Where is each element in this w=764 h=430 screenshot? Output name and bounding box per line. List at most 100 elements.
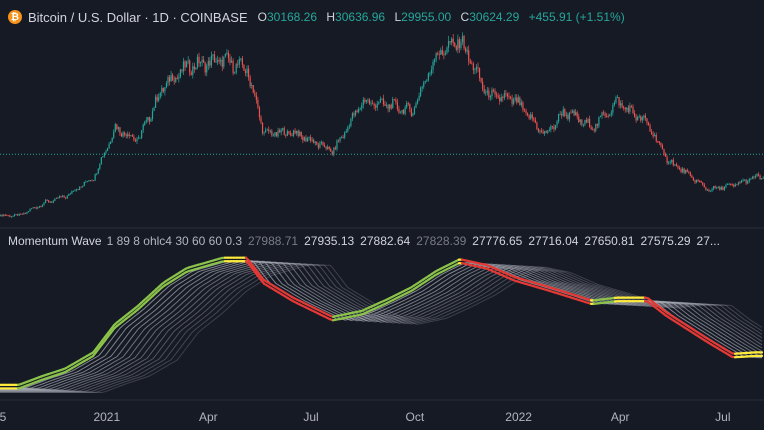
candle <box>294 130 296 134</box>
candle <box>62 195 64 197</box>
candle <box>424 81 426 83</box>
candle <box>44 200 47 203</box>
candle <box>455 46 457 50</box>
candle <box>271 130 273 136</box>
candle <box>602 112 605 114</box>
candle <box>530 114 532 119</box>
high-value: 30636.96 <box>335 10 386 24</box>
low-label: L <box>394 10 402 24</box>
candle <box>102 156 104 158</box>
candle <box>89 180 92 181</box>
candle <box>212 54 214 56</box>
candle <box>567 114 569 120</box>
candle <box>190 72 192 75</box>
candle <box>237 64 239 66</box>
candle <box>226 52 228 54</box>
candle <box>387 105 389 109</box>
candle <box>376 103 378 108</box>
ribbon-line <box>0 262 763 391</box>
ribbon-line <box>0 264 763 393</box>
candle <box>244 70 247 74</box>
indicator-params: 1 89 8 ohlc4 30 60 60 0.3 <box>106 234 243 248</box>
candle <box>325 146 327 149</box>
candle <box>27 211 30 213</box>
candle <box>545 131 547 133</box>
candle <box>40 206 42 208</box>
candle <box>440 50 442 55</box>
candle <box>740 180 743 183</box>
candle <box>75 189 78 191</box>
candle <box>576 112 578 117</box>
candle <box>523 109 526 111</box>
candle <box>103 152 106 157</box>
candle <box>69 193 71 195</box>
candle <box>385 105 388 107</box>
candle <box>753 176 755 178</box>
candle <box>604 113 606 116</box>
candle <box>286 131 288 136</box>
candle <box>124 132 126 135</box>
candle <box>731 184 733 185</box>
candle <box>392 99 394 109</box>
candle <box>136 138 138 142</box>
candle <box>703 184 705 188</box>
candle <box>156 96 158 101</box>
candle <box>310 137 312 141</box>
candle <box>192 66 194 75</box>
candle <box>113 131 115 138</box>
candle <box>482 81 484 89</box>
candle <box>263 132 265 134</box>
candle <box>610 112 612 115</box>
candle <box>330 149 332 152</box>
candle <box>643 115 645 118</box>
candle <box>624 108 626 110</box>
candle <box>223 56 225 67</box>
candle <box>63 195 65 198</box>
candle <box>578 116 580 123</box>
candle <box>437 53 439 55</box>
candle <box>754 175 757 178</box>
candle <box>292 130 295 136</box>
candle <box>268 129 270 132</box>
candle <box>105 150 107 153</box>
candle <box>91 180 93 182</box>
candle <box>415 103 417 108</box>
ohlc-values: O30168.26 H30636.96 L29955.00 C30624.29 … <box>258 10 625 24</box>
candle <box>506 93 509 97</box>
candle <box>60 196 62 198</box>
candle <box>720 187 722 190</box>
candle <box>54 198 56 201</box>
candle <box>759 175 761 180</box>
indicator-name[interactable]: Momentum Wave <box>8 234 102 248</box>
candle <box>463 36 465 49</box>
candle <box>55 197 57 199</box>
candle <box>725 184 727 187</box>
candle <box>142 124 144 131</box>
candle <box>305 137 307 142</box>
candle <box>556 121 558 126</box>
candle <box>86 181 88 183</box>
candle <box>341 137 343 139</box>
symbol-title[interactable]: Bitcoin / U.S. Dollar · 1D · COINBASE <box>28 9 248 25</box>
candle <box>384 104 386 106</box>
candle <box>406 103 408 108</box>
candle <box>13 214 16 216</box>
candle <box>575 112 577 116</box>
candle <box>234 72 236 74</box>
candle <box>708 189 710 191</box>
candle <box>342 137 344 139</box>
candle <box>37 207 39 209</box>
candle <box>251 85 253 87</box>
candle <box>139 137 141 139</box>
candle <box>6 215 8 217</box>
candle <box>43 202 45 205</box>
candle <box>399 112 402 114</box>
candle <box>68 193 70 196</box>
candle <box>496 94 498 96</box>
candle <box>21 213 23 215</box>
candle <box>700 180 702 183</box>
candle <box>621 103 623 108</box>
candle <box>694 180 696 183</box>
candle <box>564 109 566 116</box>
